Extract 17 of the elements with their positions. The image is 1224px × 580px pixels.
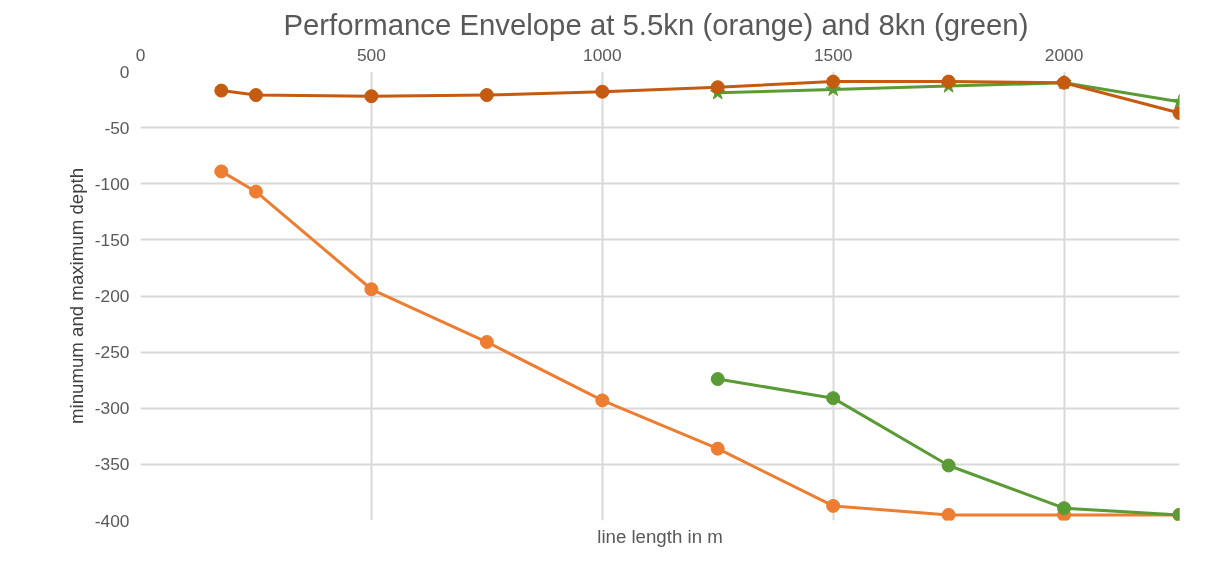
y-tick-label: -350 (94, 454, 130, 475)
y-tick-label: -150 (94, 229, 130, 250)
x-axis-title: line length in m (597, 525, 723, 547)
y-tick-label: -400 (94, 510, 130, 531)
x-tick-label: 2000 (1044, 44, 1084, 65)
y-axis-title: minumum and maximum depth (65, 167, 87, 425)
y-tick-label: -200 (94, 286, 130, 306)
y-tick-label: -50 (104, 117, 130, 138)
x-tick-label: 1500 (813, 44, 853, 65)
y-tick-label: -100 (94, 173, 130, 194)
x-tick-label: 500 (356, 44, 386, 65)
x-tick-label: 0 (135, 44, 146, 65)
x-tick-label: 1000 (583, 44, 622, 65)
chart-title: Performance Envelope at 5.5kn (orange) and 8kn (green) (283, 7, 1029, 41)
y-tick-label: -300 (94, 398, 130, 419)
y-tick-label: -250 (94, 342, 130, 363)
y-tick-label: 0 (119, 61, 130, 82)
